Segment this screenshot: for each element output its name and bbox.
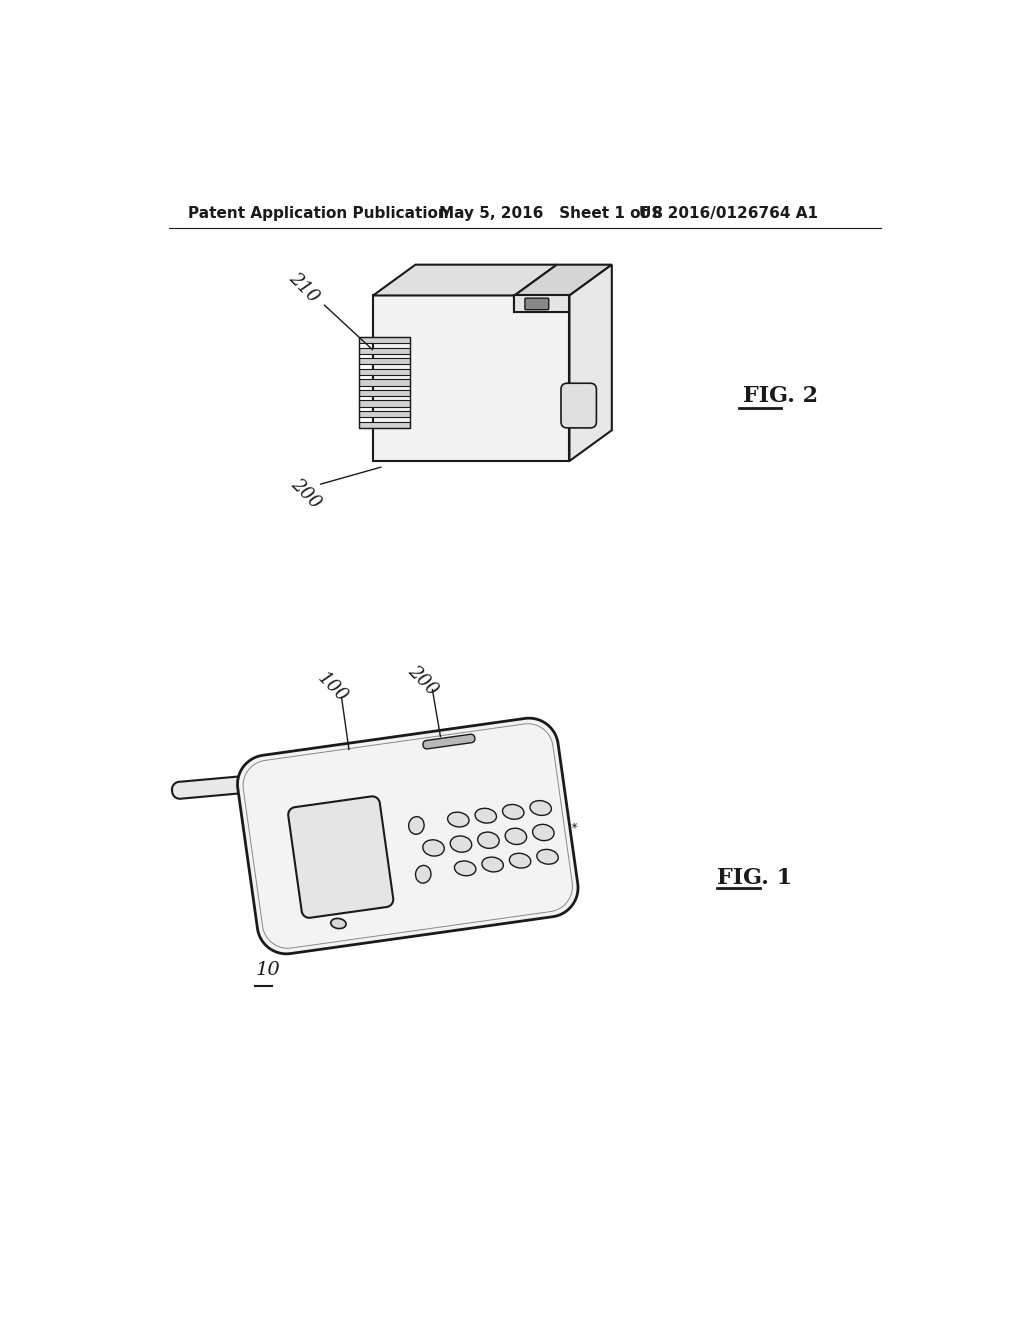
FancyBboxPatch shape: [561, 383, 596, 428]
Ellipse shape: [532, 825, 554, 841]
Polygon shape: [172, 775, 264, 799]
Text: *: *: [570, 821, 579, 836]
Text: FIG. 2: FIG. 2: [742, 384, 818, 407]
Ellipse shape: [503, 804, 524, 820]
Ellipse shape: [451, 836, 472, 853]
Text: 200: 200: [287, 475, 324, 512]
Ellipse shape: [530, 801, 551, 816]
Polygon shape: [514, 296, 569, 313]
Polygon shape: [514, 264, 611, 296]
Bar: [359, 358, 410, 364]
Ellipse shape: [423, 840, 444, 857]
Ellipse shape: [505, 828, 526, 845]
Ellipse shape: [475, 808, 497, 824]
Text: FIG. 1: FIG. 1: [717, 867, 793, 890]
Ellipse shape: [331, 919, 346, 928]
Polygon shape: [423, 734, 475, 748]
Text: Patent Application Publication: Patent Application Publication: [188, 206, 450, 222]
Polygon shape: [288, 796, 393, 917]
Ellipse shape: [447, 812, 469, 826]
Bar: [359, 379, 410, 385]
Text: 100: 100: [313, 669, 351, 706]
Bar: [359, 368, 410, 375]
Bar: [359, 347, 410, 354]
Ellipse shape: [455, 861, 476, 875]
Bar: [359, 389, 410, 396]
Polygon shape: [238, 718, 578, 954]
Ellipse shape: [409, 817, 424, 834]
Polygon shape: [569, 264, 611, 461]
Text: US 2016/0126764 A1: US 2016/0126764 A1: [639, 206, 818, 222]
Bar: [359, 337, 410, 428]
Text: 10: 10: [255, 961, 280, 978]
Polygon shape: [373, 264, 557, 296]
Bar: [359, 337, 410, 343]
Ellipse shape: [537, 849, 558, 865]
Polygon shape: [373, 296, 569, 461]
Ellipse shape: [482, 857, 504, 873]
Ellipse shape: [509, 853, 530, 869]
Text: 200: 200: [404, 661, 441, 700]
Ellipse shape: [478, 832, 499, 849]
Bar: [359, 411, 410, 417]
Ellipse shape: [416, 866, 431, 883]
FancyBboxPatch shape: [525, 298, 549, 310]
Bar: [359, 421, 410, 428]
Bar: [359, 400, 410, 407]
Text: 210: 210: [286, 269, 323, 306]
Text: May 5, 2016   Sheet 1 of 8: May 5, 2016 Sheet 1 of 8: [438, 206, 663, 222]
